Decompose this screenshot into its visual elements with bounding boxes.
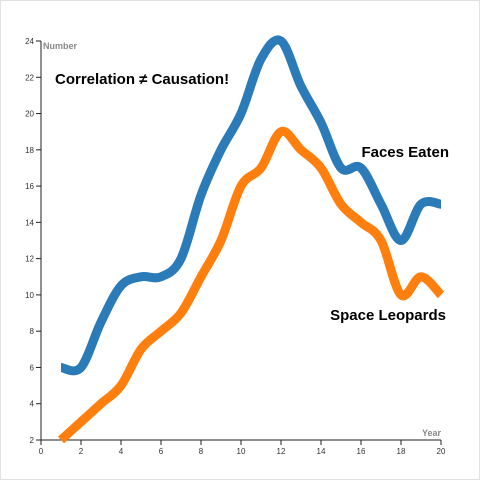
x-tick-label: 4	[119, 447, 124, 456]
y-tick-label: 12	[25, 255, 34, 264]
y-tick-label: 6	[30, 363, 35, 372]
x-tick-label: 20	[437, 447, 446, 456]
y-tick-label: 2	[30, 436, 35, 445]
legend-label-space-leopards: Space Leopards	[330, 307, 446, 324]
x-tick-label: 12	[277, 447, 286, 456]
x-tick-label: 0	[39, 447, 44, 456]
series-lines	[57, 35, 445, 444]
chart-labels: Correlation ≠ Causation! Faces Eaten Spa…	[55, 71, 449, 324]
y-tick-label: 16	[25, 182, 34, 191]
x-axis-title: Year	[422, 428, 442, 438]
y-axis-title: Number	[43, 41, 78, 51]
series-line-space-leopards	[57, 126, 445, 444]
y-tick-label: 4	[30, 400, 35, 409]
x-tick-label: 6	[159, 447, 164, 456]
x-tick-label: 2	[79, 447, 84, 456]
y-tick-label: 10	[25, 291, 34, 300]
y-tick-label: 18	[25, 146, 34, 155]
legend-label-faces-eaten: Faces Eaten	[361, 144, 449, 161]
x-tick-label: 18	[397, 447, 406, 456]
y-tick-label: 20	[25, 110, 34, 119]
x-tick-label: 16	[357, 447, 366, 456]
x-tick-label: 10	[237, 447, 246, 456]
y-tick-label: 24	[25, 37, 34, 46]
x-tick-label: 8	[199, 447, 204, 456]
x-ticks: 0 2 4 6 8 10 12 14 16 18 20	[39, 440, 446, 456]
y-tick-label: 8	[30, 327, 35, 336]
annotation-text: Correlation ≠ Causation!	[55, 71, 229, 88]
y-tick-label: 14	[25, 218, 34, 227]
series-line-faces-eaten	[60, 35, 442, 376]
y-tick-label: 22	[25, 73, 34, 82]
x-tick-label: 14	[317, 447, 326, 456]
